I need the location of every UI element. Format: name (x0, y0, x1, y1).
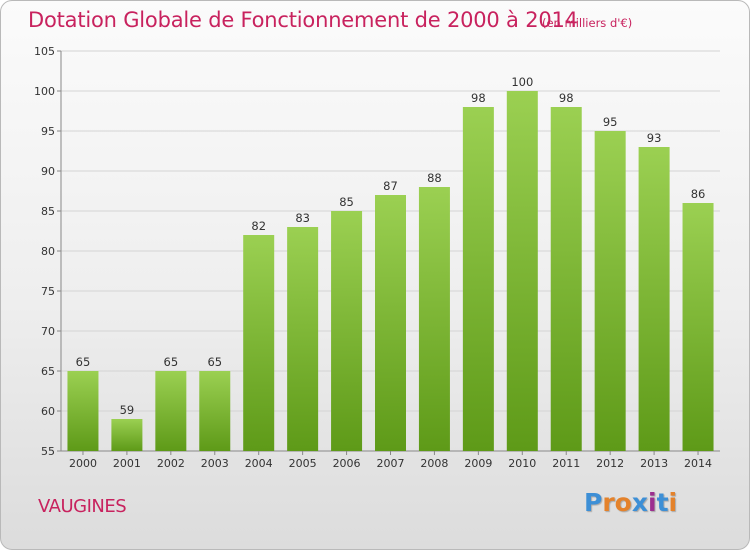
data-labels: 65 59 65 65 82 83 85 87 88 98 100 98 95 93 86 (76, 75, 706, 417)
x-tick-label-2007: 2007 (377, 457, 405, 470)
y-tick-label: 80 (41, 245, 55, 258)
y-tick-label: 65 (41, 365, 55, 378)
bars (67, 91, 714, 451)
y-tick-label: 55 (41, 445, 55, 458)
logo-letter: r (602, 488, 615, 517)
data-label-2000: 65 (76, 355, 91, 369)
y-tick-labels: 55 60 65 70 75 80 85 90 95 100 105 (34, 45, 55, 458)
bar-2007 (375, 195, 406, 451)
data-label-2013: 93 (647, 131, 662, 145)
y-tick-label: 95 (41, 125, 55, 138)
y-tick-label: 100 (34, 85, 55, 98)
x-tick-label-2010: 2010 (508, 457, 536, 470)
y-tick-label: 85 (41, 205, 55, 218)
data-label-2004: 82 (251, 219, 266, 233)
x-tick-label-2012: 2012 (596, 457, 624, 470)
proxiti-logo: Proxiti (584, 488, 677, 517)
x-tick-label-2008: 2008 (420, 457, 448, 470)
x-tick-labels: 2000 2001 2002 2003 2004 2005 2006 2007 2008 2009… (69, 457, 712, 470)
bar-2005 (287, 227, 319, 451)
data-label-2009: 98 (471, 91, 486, 105)
bar-2001 (111, 419, 143, 451)
logo-letter: P (584, 488, 603, 517)
x-tick-label-2013: 2013 (640, 457, 668, 470)
commune-name: VAUGINES (38, 496, 127, 517)
data-label-2012: 95 (603, 115, 618, 129)
data-label-2007: 87 (383, 179, 398, 193)
y-tick-label: 75 (41, 285, 55, 298)
bar-2009 (462, 107, 494, 451)
chart-subtitle: (en milliers d'€) (542, 16, 633, 30)
data-label-2005: 83 (295, 211, 310, 225)
bar-2008 (418, 187, 450, 451)
data-label-2008: 88 (427, 171, 442, 185)
data-label-2002: 65 (164, 355, 179, 369)
logo-letter: i (648, 488, 657, 517)
data-label-2003: 65 (207, 355, 222, 369)
y-tick-label: 60 (41, 405, 55, 418)
x-tick-label-2004: 2004 (245, 457, 273, 470)
bar-2006 (331, 211, 363, 451)
bar-2003 (199, 371, 231, 451)
data-label-2014: 86 (691, 187, 706, 201)
data-label-2011: 98 (559, 91, 574, 105)
bar-2011 (550, 107, 582, 451)
y-tick-label: 90 (41, 165, 55, 178)
data-label-2001: 59 (120, 403, 135, 417)
x-tick-label-2001: 2001 (113, 457, 141, 470)
logo-letter: t (656, 488, 669, 517)
chart-title: Dotation Globale de Fonctionnement de 20… (28, 8, 578, 32)
bar-2010 (506, 91, 538, 451)
logo-letter: i (668, 488, 678, 517)
logo-letter: o (614, 488, 632, 517)
bar-2012 (594, 131, 626, 451)
y-tick-label: 105 (34, 45, 55, 58)
bar-2014 (682, 203, 714, 451)
x-tick-label-2000: 2000 (69, 457, 97, 470)
x-tick-label-2003: 2003 (201, 457, 229, 470)
logo-letter: x (631, 488, 648, 517)
x-tick-label-2002: 2002 (157, 457, 185, 470)
x-tick-label-2005: 2005 (289, 457, 317, 470)
x-tick-label-2009: 2009 (464, 457, 492, 470)
bar-2000 (67, 371, 99, 451)
x-tick-label-2011: 2011 (552, 457, 580, 470)
x-tick-label-2006: 2006 (333, 457, 361, 470)
bar-2002 (155, 371, 187, 451)
data-label-2006: 85 (339, 195, 354, 209)
y-tick-label: 70 (41, 325, 55, 338)
x-tick-label-2014: 2014 (684, 457, 712, 470)
bar-2013 (638, 147, 670, 451)
data-label-2010: 100 (511, 75, 533, 89)
bar-2004 (243, 235, 275, 451)
